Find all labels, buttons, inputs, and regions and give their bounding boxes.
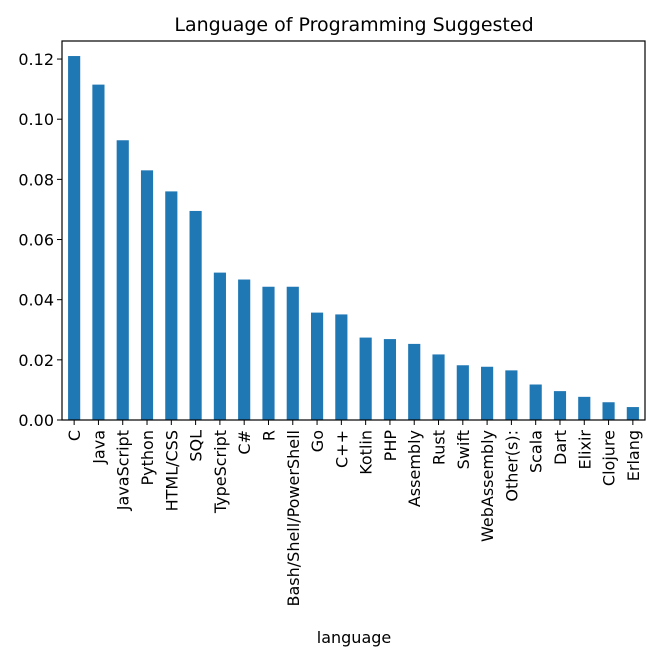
bar-dart xyxy=(554,391,566,420)
bar-c xyxy=(68,56,80,420)
x-tick-label-r: R xyxy=(259,430,278,441)
y-tick-label: 0.06 xyxy=(18,231,54,250)
x-tick-label-sql: SQL xyxy=(187,430,206,462)
bar-r xyxy=(262,287,274,420)
y-tick-label: 0.08 xyxy=(18,170,54,189)
x-axis-label: language xyxy=(317,628,392,647)
bar-sql xyxy=(190,211,202,420)
x-tick-label-csharp: C# xyxy=(235,430,254,455)
bar-kotlin xyxy=(360,338,372,420)
x-tick-label-bash-shell-powershell: Bash/Shell/PowerShell xyxy=(284,430,303,606)
x-tick-label-cplusplus: C++ xyxy=(332,430,351,468)
x-tick-label-dart: Dart xyxy=(551,430,570,465)
bar-clojure xyxy=(602,402,614,420)
y-tick-label: 0.00 xyxy=(18,411,54,430)
chart-title: Language of Programming Suggested xyxy=(174,14,533,36)
y-tick-label: 0.10 xyxy=(18,110,54,129)
bar-assembly xyxy=(408,344,420,420)
y-tick-label: 0.04 xyxy=(18,291,54,310)
bar-php xyxy=(384,339,396,420)
bar-erlang xyxy=(627,407,639,420)
x-tick-label-scala: Scala xyxy=(527,430,546,473)
bar-typescript xyxy=(214,273,226,420)
bar-bash-shell-powershell xyxy=(287,287,299,420)
bar-go xyxy=(311,313,323,420)
x-tick-label-swift: Swift xyxy=(454,430,473,469)
bar-python xyxy=(141,170,153,420)
bar-elixir xyxy=(578,397,590,420)
bars-group xyxy=(68,56,639,420)
bar-webassembly xyxy=(481,367,493,420)
x-tick-label-javascript: JavaScript xyxy=(114,430,133,511)
x-tick-label-rust: Rust xyxy=(430,430,449,465)
bar-html-css xyxy=(165,191,177,420)
y-tick-label: 0.02 xyxy=(18,351,54,370)
x-tick-label-html-css: HTML/CSS xyxy=(162,430,181,511)
x-tick-label-webassembly: WebAssembly xyxy=(478,430,497,542)
x-tick-label-other-s: Other(s): xyxy=(502,430,521,502)
x-axis-ticks: C Java JavaScript Python HTML/CSS SQL TypeScri… xyxy=(65,420,643,606)
x-tick-label-java: Java xyxy=(89,430,108,465)
bar-swift xyxy=(457,365,469,420)
x-tick-label-elixir: Elixir xyxy=(575,430,594,470)
x-tick-label-clojure: Clojure xyxy=(600,430,619,486)
bar-scala xyxy=(530,385,542,420)
bar-other-s xyxy=(505,370,517,420)
x-tick-label-php: PHP xyxy=(381,430,400,462)
bar-rust xyxy=(432,354,444,420)
x-tick-label-kotlin: Kotlin xyxy=(357,430,376,475)
y-axis-ticks: 0.00 0.02 0.04 0.06 0.08 0.10 0.12 xyxy=(18,50,62,430)
bar-csharp xyxy=(238,280,250,420)
x-tick-label-typescript: TypeScript xyxy=(211,430,230,514)
x-tick-label-erlang: Erlang xyxy=(624,430,643,481)
x-tick-label-c: C xyxy=(65,430,84,441)
x-tick-label-python: Python xyxy=(138,430,157,485)
y-tick-label: 0.12 xyxy=(18,50,54,69)
bar-cplusplus xyxy=(335,314,347,420)
bar-java xyxy=(92,85,104,420)
bar-javascript xyxy=(117,140,129,420)
x-tick-label-go: Go xyxy=(308,430,327,452)
x-tick-label-assembly: Assembly xyxy=(405,430,424,507)
